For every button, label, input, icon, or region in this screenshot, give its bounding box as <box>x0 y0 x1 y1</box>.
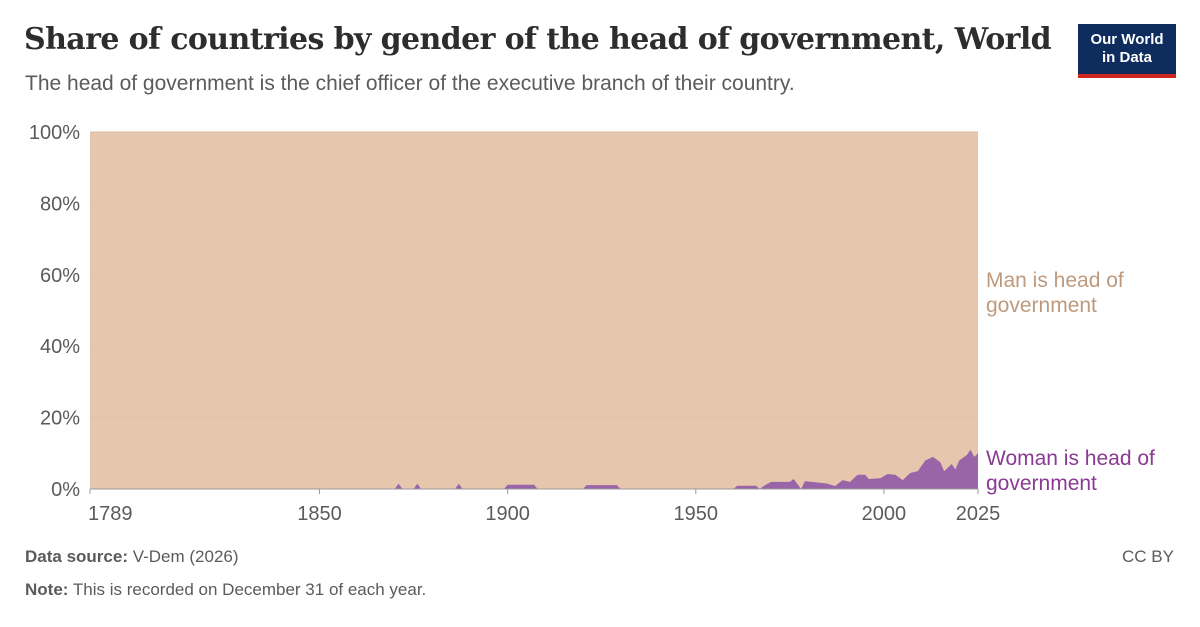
series-area-woman[interactable] <box>90 449 978 489</box>
x-tick-label: 2025 <box>956 503 1001 525</box>
chart-note: Note: This is recorded on December 31 of… <box>25 580 426 600</box>
y-tick-label: 100% <box>29 122 80 144</box>
source-value[interactable]: V-Dem (2026) <box>132 547 239 566</box>
license-link[interactable]: CC BY <box>1122 547 1174 566</box>
y-tick-label: 60% <box>40 265 80 287</box>
y-tick-label: 0% <box>51 479 80 501</box>
logo-line-1: Our World <box>1090 31 1164 48</box>
x-tick-label: 1950 <box>674 503 719 525</box>
logo-line-2: in Data <box>1101 49 1152 66</box>
y-tick-label: 80% <box>40 193 80 215</box>
chart-title: Share of countries by gender of the head… <box>24 22 1052 57</box>
area-chart: 0% 20% 40% 60% 80% 100% 1789 1850 1900 1950 2000 2… <box>29 122 1155 525</box>
series-area-man[interactable] <box>90 132 978 489</box>
chart-subtitle: The head of government is the chief offi… <box>25 72 795 95</box>
x-tick-label: 1900 <box>485 503 530 525</box>
x-tick-label: 1850 <box>297 503 342 525</box>
y-axis: 0% 20% 40% 60% 80% 100% <box>29 122 978 501</box>
x-axis: 1789 1850 1900 1950 2000 2025 <box>88 488 1001 525</box>
x-tick-label: 2000 <box>862 503 907 525</box>
series-label-woman: Woman is head of government <box>986 447 1155 495</box>
owid-logo[interactable]: Our World in Data <box>1078 24 1176 78</box>
series-labels: Man is head of government Woman is head of… <box>986 269 1155 495</box>
series-label-man: Man is head of government <box>986 269 1124 317</box>
note-value: This is recorded on December 31 of each … <box>72 580 427 599</box>
note-label: Note: <box>25 580 69 599</box>
x-tick-label: 1789 <box>88 503 133 525</box>
y-tick-label: 20% <box>40 408 80 430</box>
data-source: Data source: V-Dem (2026) <box>25 547 239 567</box>
source-label: Data source: <box>25 547 128 566</box>
y-tick-label: 40% <box>40 336 80 358</box>
